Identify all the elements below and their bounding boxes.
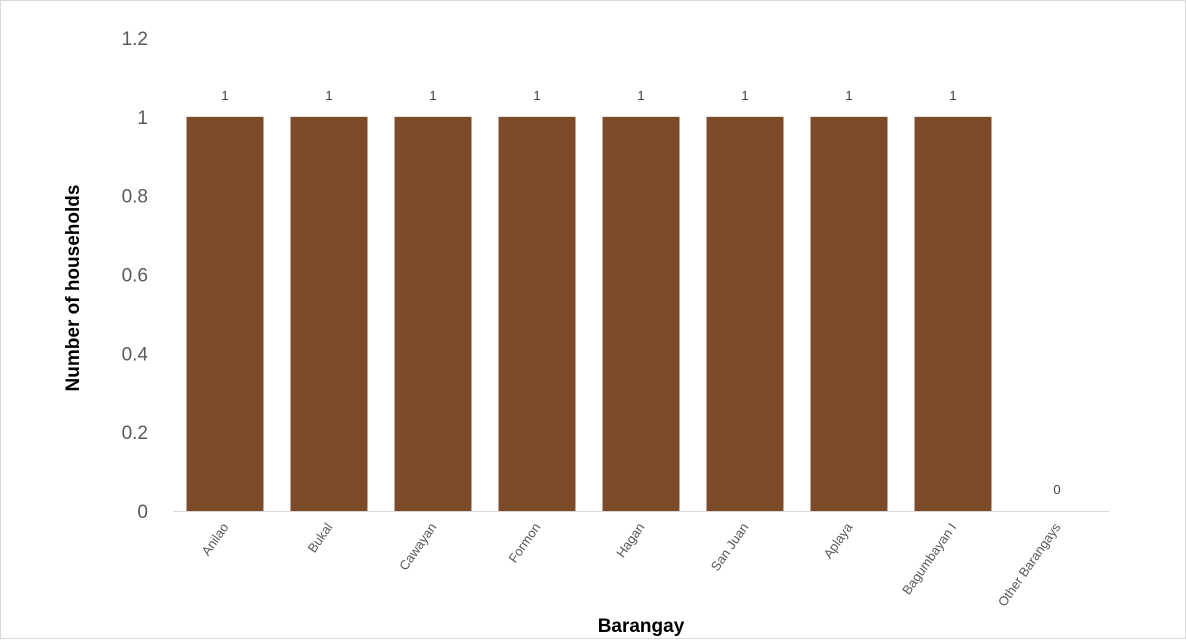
data-label: 1 [845,88,852,103]
x-tick-label: Other Barangays [995,520,1064,610]
x-tick-label: San Juan [708,520,752,574]
y-tick-label: 0 [137,502,148,523]
x-axis-ticks: Anilao Bukal Cawayan Formon Hagan San Juan Apl… [198,519,1063,609]
x-tick-label: Cawayan [396,520,439,573]
y-tick-label: 0.4 [122,344,149,365]
x-tick-label: Formon [505,520,543,565]
x-tick-label: Hagan [613,520,647,560]
data-label: 1 [741,88,748,103]
x-tick-label: Anilao [198,520,231,558]
x-tick-label: Bukal [305,520,336,555]
bar [498,116,576,511]
x-tick-label: Aplaya [820,519,856,561]
y-tick-label: 0.6 [122,266,148,287]
bar [914,116,992,511]
data-label: 1 [221,88,228,103]
bar [706,116,784,511]
data-label: 1 [637,88,644,103]
data-labels: 1 1 1 1 1 1 1 1 0 [221,88,1060,497]
y-tick-label: 1 [137,108,148,129]
data-label: 1 [949,88,956,103]
bars [186,116,992,511]
y-axis-ticks: 0 0.2 0.4 0.6 0.8 1 1.2 [122,29,149,523]
data-label: 0 [1053,482,1060,497]
bar [290,116,368,511]
bar [394,116,472,511]
bar [186,116,264,511]
x-tick-label: Bagumbayan I [899,520,959,597]
y-tick-label: 1.2 [122,29,148,50]
x-axis-title: Barangay [598,616,685,637]
data-label: 1 [429,88,436,103]
y-tick-label: 0.8 [122,187,148,208]
data-label: 1 [533,88,540,103]
bar [810,116,888,511]
y-axis-title: Number of households [63,185,84,392]
y-tick-label: 0.2 [122,423,148,444]
data-label: 1 [325,88,332,103]
bar [602,116,680,511]
